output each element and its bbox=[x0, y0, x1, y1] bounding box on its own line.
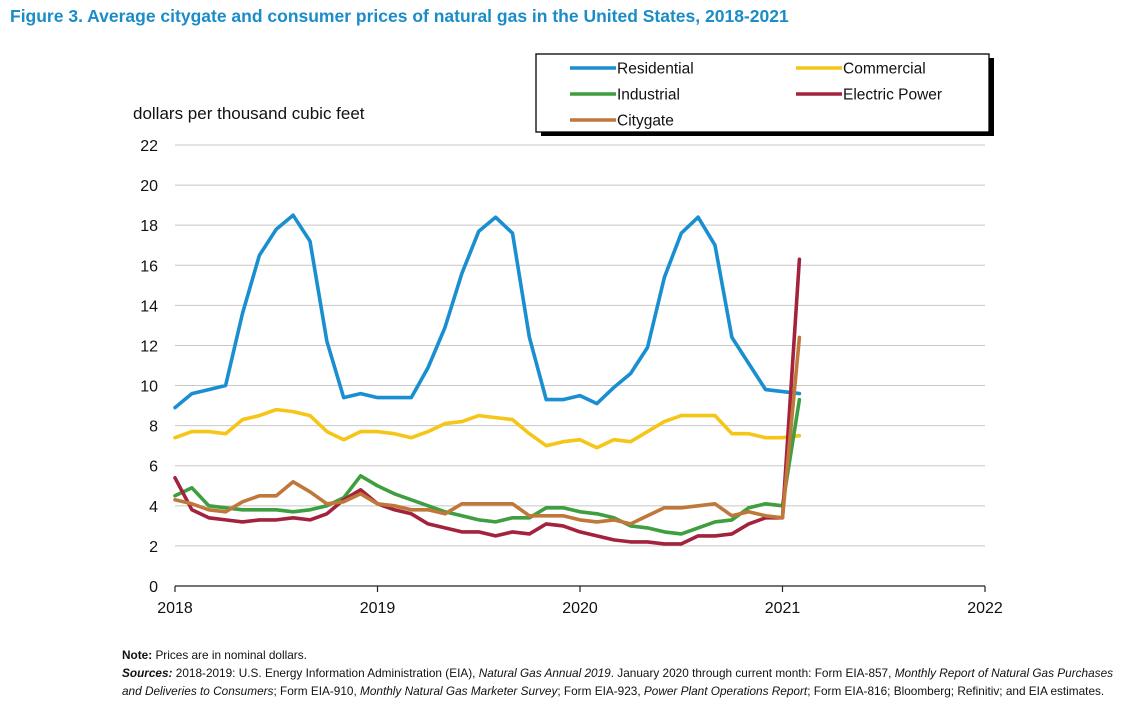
note-label: Note: bbox=[122, 648, 153, 662]
sources-part: ; Form EIA-923, bbox=[557, 684, 644, 698]
y-axis-label: dollars per thousand cubic feet bbox=[133, 104, 365, 123]
sources-part: Power Plant Operations Report bbox=[643, 684, 808, 698]
y-tick-label: 10 bbox=[140, 379, 158, 396]
y-tick-label: 14 bbox=[140, 298, 158, 315]
y-tick-label: 20 bbox=[140, 178, 158, 195]
series-line-citygate bbox=[173, 335, 802, 526]
y-tick-label: 16 bbox=[140, 258, 158, 275]
legend-label-citygate: Citygate bbox=[617, 113, 674, 130]
sources-part: . January 2020 through current month: Fo… bbox=[610, 666, 895, 680]
sources-part: ; Form EIA-910, bbox=[273, 684, 361, 698]
y-tick-label: 4 bbox=[149, 499, 158, 516]
sources-part: ; Form EIA-816; Bloomberg; Refinitiv; an… bbox=[807, 684, 1105, 698]
y-tick-label: 6 bbox=[149, 459, 158, 476]
legend-label-commercial: Commercial bbox=[843, 61, 926, 78]
y-tick-label: 22 bbox=[140, 138, 158, 155]
axes: dollars per thousand cubic feet 0 2 4 6 8 10 12… bbox=[133, 104, 1003, 617]
figure-notes: Note: Prices are in nominal dollars. Sou… bbox=[122, 646, 1122, 700]
x-tick-label: 2018 bbox=[157, 600, 193, 617]
series-line-electric-power bbox=[173, 257, 802, 546]
gridlines bbox=[175, 144, 985, 547]
legend-label-electric-power: Electric Power bbox=[843, 87, 942, 104]
sources-label: Sources: bbox=[122, 666, 173, 680]
sources-part: Monthly Report of Natural Gas Purchases … bbox=[122, 666, 1114, 698]
sources-part: Monthly Natural Gas Marketer Survey bbox=[360, 684, 558, 698]
x-tick-label: 2021 bbox=[765, 600, 801, 617]
series-line-residential bbox=[173, 213, 802, 410]
y-tick-label: 12 bbox=[140, 338, 158, 355]
x-tick-label: 2020 bbox=[562, 600, 598, 617]
sources-part: Natural Gas Annual 2019 bbox=[478, 666, 611, 680]
y-tick-label: 18 bbox=[140, 218, 158, 235]
series-line-commercial bbox=[173, 407, 802, 450]
sources: Sources: 2018-2019: U.S. Energy Informat… bbox=[122, 664, 1122, 700]
figure-title: Figure 3. Average citygate and consumer … bbox=[10, 6, 789, 26]
note-text: Prices are in nominal dollars. bbox=[155, 648, 307, 662]
series-line-industrial bbox=[173, 397, 802, 536]
y-tick-label: 8 bbox=[149, 419, 158, 436]
x-tick-label: 2022 bbox=[967, 600, 1003, 617]
x-tick-label: 2019 bbox=[360, 600, 396, 617]
y-tick-label: 2 bbox=[149, 539, 158, 556]
legend: Residential Commercial Industrial Electric … bbox=[535, 53, 994, 136]
y-tick-label: 0 bbox=[149, 579, 158, 596]
line-chart: dollars per thousand cubic feet 0 2 4 6 8 10 12… bbox=[133, 53, 1003, 617]
legend-label-industrial: Industrial bbox=[617, 87, 680, 104]
series-lines bbox=[173, 213, 802, 546]
legend-label-residential: Residential bbox=[617, 61, 694, 78]
sources-part: 2018-2019: U.S. Energy Information Admin… bbox=[175, 666, 479, 680]
